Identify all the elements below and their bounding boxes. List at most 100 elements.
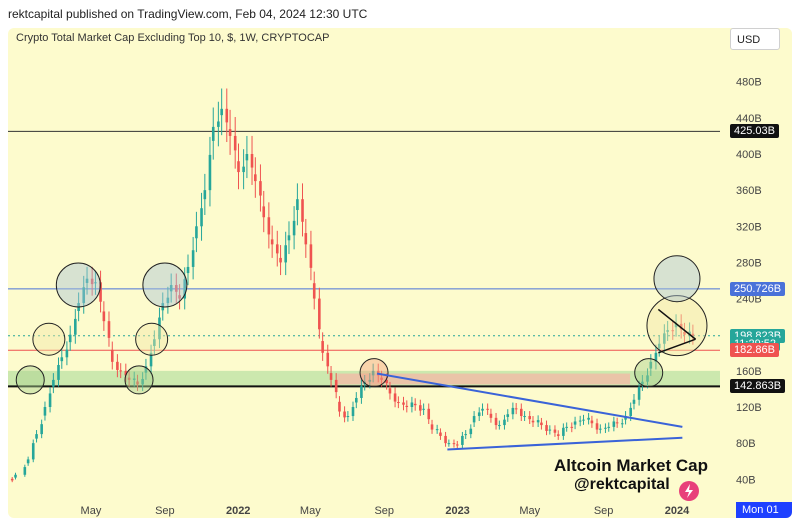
candle-body — [124, 370, 128, 376]
chart-panel[interactable]: 480B440B400B360B320B280B240B200B160B120B… — [8, 28, 792, 518]
candle-body — [119, 370, 122, 372]
candle-body — [461, 435, 464, 445]
candle-body — [666, 330, 669, 332]
candle-body — [514, 408, 518, 410]
candle-body — [388, 388, 392, 394]
target-circle — [653, 255, 701, 303]
candle-body — [57, 364, 60, 380]
candle-body — [556, 434, 560, 436]
y-tick-label: 400B — [736, 149, 762, 161]
candle-body — [511, 407, 515, 415]
candle-body — [385, 379, 388, 384]
candle-body — [191, 250, 195, 267]
candle-body — [486, 408, 489, 410]
candle-body — [242, 166, 245, 173]
candle-body — [548, 429, 552, 431]
candle-body — [312, 283, 316, 299]
candle-body — [102, 311, 106, 322]
candle-body — [615, 422, 619, 424]
candle-body — [674, 323, 678, 328]
candle-body — [536, 420, 540, 423]
candle-body — [477, 412, 481, 417]
candle-body — [304, 233, 308, 245]
candle-body — [110, 349, 114, 362]
candle-body — [237, 161, 240, 173]
candle-body — [570, 426, 574, 428]
candle-body — [169, 285, 173, 292]
candle-body — [99, 282, 102, 302]
candle-body — [296, 199, 299, 211]
support-circle — [124, 365, 154, 395]
candle-body — [262, 206, 266, 218]
resistance-zone — [337, 373, 631, 385]
x-tick-label: Sep — [155, 505, 175, 517]
candle-body — [228, 129, 232, 136]
candle-body — [136, 381, 139, 385]
candle-body — [334, 379, 338, 393]
candle-body — [82, 287, 86, 304]
candle-body — [200, 208, 203, 227]
candle-body — [326, 352, 330, 367]
candle-body — [60, 357, 64, 362]
x-tick-label: May — [300, 505, 321, 517]
candle-body — [318, 298, 321, 330]
candle-body — [94, 282, 97, 284]
candle-body — [220, 108, 223, 116]
candle-body — [494, 417, 498, 426]
candle-body — [183, 279, 187, 299]
candle-body — [275, 244, 279, 254]
candle-body — [343, 411, 346, 418]
y-tick-label: 280B — [736, 257, 762, 269]
candle-body — [250, 154, 254, 168]
top-circle — [55, 262, 101, 308]
candle-body — [267, 217, 271, 235]
candle-body — [254, 174, 257, 182]
candle-body — [321, 341, 324, 353]
x-tick-label: 2023 — [445, 505, 469, 517]
candle-body — [637, 387, 641, 400]
candle-body — [632, 399, 636, 404]
candle-body — [132, 378, 136, 380]
candle-body — [211, 126, 215, 141]
candle-body — [43, 407, 47, 416]
candle-body — [360, 386, 363, 398]
candle-body — [422, 408, 425, 410]
candle-body — [186, 266, 190, 274]
candle-body — [607, 426, 611, 428]
candlestick-chart[interactable]: 480B440B400B360B320B280B240B200B160B120B… — [8, 28, 792, 518]
candle-body — [245, 154, 249, 161]
top-circle — [142, 262, 188, 308]
candle-body — [40, 424, 43, 435]
y-tick-label: 440B — [736, 113, 762, 125]
candle-body — [629, 407, 632, 417]
candle-body — [65, 349, 69, 358]
y-tick-label: 40B — [736, 474, 756, 486]
candle-body — [590, 420, 594, 424]
pennant-upper — [657, 308, 697, 340]
candle-body — [23, 467, 27, 475]
candle-body — [26, 459, 30, 464]
candle-body — [85, 278, 89, 283]
candle-body — [599, 428, 602, 430]
candle-body — [657, 343, 661, 349]
price-tag: 142.863B — [730, 379, 786, 394]
candle-body — [663, 333, 666, 344]
candle-body — [351, 407, 355, 417]
candle-body — [144, 366, 148, 373]
candle-body — [498, 425, 501, 427]
x-tick-label: Sep — [594, 505, 614, 517]
candle-body — [444, 435, 447, 444]
candle-body — [371, 370, 375, 376]
currency-selector[interactable]: USD — [730, 28, 780, 50]
price-tag: 182.86B — [730, 343, 779, 358]
support-circle — [15, 365, 45, 395]
retest-circle — [359, 358, 389, 388]
y-tick-label: 360B — [736, 185, 762, 197]
price-tag: 425.03B — [730, 124, 779, 139]
x-tick-label: May — [519, 505, 540, 517]
candle-body — [158, 317, 161, 340]
candle-body — [217, 121, 220, 127]
candle-body — [427, 408, 431, 420]
y-tick-label: 160B — [736, 366, 762, 378]
y-tick-label: 80B — [736, 438, 756, 450]
